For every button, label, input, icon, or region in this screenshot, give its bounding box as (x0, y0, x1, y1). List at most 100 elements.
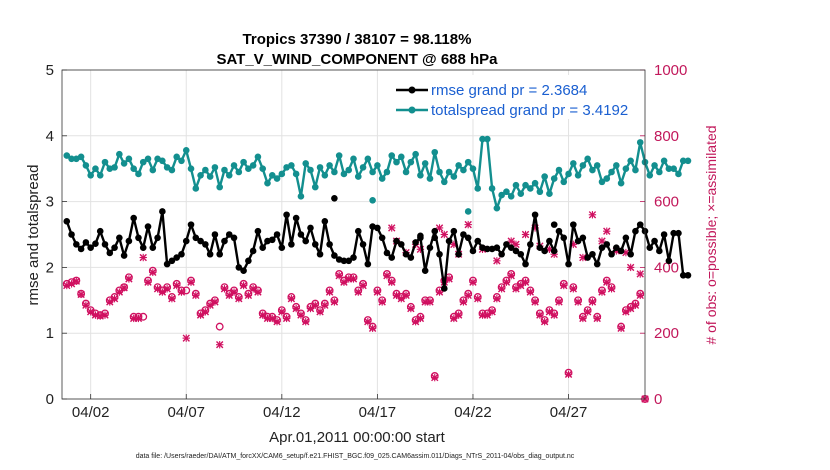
y-axis-label-right: # of obs: o=possible; ×=assimilated (703, 125, 719, 344)
series-point-totalspread (125, 155, 133, 163)
obs-assimilated-marker (536, 311, 544, 319)
y-tick-label-left: 1 (46, 325, 54, 342)
series-point-totalspread (292, 170, 300, 178)
series-point-rmse (498, 250, 505, 258)
series-point-totalspread (679, 157, 687, 165)
series-point-rmse (259, 244, 267, 251)
series-point-totalspread (622, 165, 630, 172)
obs-assimilated-marker (521, 278, 530, 286)
obs-assimilated-marker (206, 301, 214, 309)
obs-assimilated-marker (86, 308, 95, 316)
series-point-totalspread (522, 181, 529, 189)
series-point-rmse (632, 227, 639, 235)
obs-assimilated-marker (278, 308, 286, 316)
obs-assimilated-marker (631, 301, 640, 309)
series-point-rmse (144, 223, 152, 230)
series-point-rmse (431, 234, 439, 242)
series-point-rmse (393, 237, 400, 245)
series-point-totalspread (120, 160, 128, 167)
axes: 04/02 04/07 04/12 04/17 04/22 04/27 0 1 2 3 4 5 0 200… (46, 62, 688, 421)
obs-assimilated-marker (445, 275, 453, 283)
obs-assimilated-marker (526, 288, 535, 296)
obs-assimilated-marker (182, 334, 190, 342)
series-point-rmse (316, 250, 324, 258)
series-point-rmse (120, 252, 128, 259)
obs-assimilated-marker (464, 291, 472, 300)
series-point-rmse (493, 244, 501, 251)
y-tick-label-right: 0 (654, 391, 662, 408)
series-point-rmse (288, 241, 295, 248)
series-point-totalspread (87, 171, 94, 179)
y-tick-label-right: 200 (654, 325, 679, 342)
series-point-totalspread (321, 171, 329, 179)
obs-assimilated-marker (459, 298, 468, 306)
series-point-totalspread (144, 155, 152, 163)
obs-assimilated-marker (359, 281, 367, 290)
obs-assimilated-marker (215, 341, 224, 349)
series-point-rmse (665, 257, 673, 265)
series-point-totalspread (101, 158, 109, 166)
series-point-totalspread (445, 168, 453, 176)
series-point-totalspread (273, 175, 281, 182)
legend-text-totalspread: totalspread grand pr = 3.4192 (431, 102, 628, 119)
obs-assimilated-marker (158, 288, 167, 296)
obs-assimilated-marker (187, 278, 195, 286)
obs-assimilated-marker (603, 278, 611, 286)
series-point-rmse (135, 234, 142, 242)
series-point-rmse (273, 231, 281, 238)
series-point-rmse (230, 234, 238, 242)
series-point-totalspread (474, 185, 482, 192)
obs-assimilated-marker (163, 285, 171, 293)
series-point-rmse (613, 244, 620, 251)
obs-assimilated-marker (392, 291, 401, 300)
obs-assimilated-marker (249, 285, 257, 293)
obs-possible-marker (215, 322, 224, 331)
obs-assimilated-marker (588, 211, 597, 219)
series-point-totalspread (111, 164, 118, 171)
series-point-totalspread (354, 173, 362, 180)
series-point-rmse (407, 254, 415, 261)
obs-assimilated-marker (464, 220, 472, 229)
series-point-rmse (235, 264, 243, 271)
obs-assimilated-marker (579, 314, 587, 323)
obs-assimilated-marker (545, 308, 554, 316)
series-point-rmse (460, 231, 467, 238)
x-tick-label: 04/17 (359, 404, 397, 421)
series-point-rmse (240, 267, 247, 274)
series-point-rmse (173, 254, 180, 261)
obs-assimilated-marker (593, 314, 601, 323)
series-point-rmse (474, 237, 482, 245)
series-point-rmse (388, 254, 396, 261)
series-point-totalspread (584, 155, 591, 163)
obs-assimilated-marker (469, 278, 477, 286)
series-point-totalspread (197, 171, 204, 179)
series-point-rmse (565, 260, 572, 268)
series-point-totalspread (665, 165, 673, 172)
series-point-rmse (464, 234, 472, 242)
obs-assimilated-marker (388, 224, 396, 232)
series-point-totalspread (235, 168, 243, 176)
series-point-rmse (187, 221, 195, 228)
obs-assimilated-marker (598, 288, 606, 296)
obs-assimilated-marker (134, 314, 143, 323)
series-point-totalspread (560, 178, 568, 186)
obs-assimilated-marker (340, 278, 348, 286)
series-point-totalspread (593, 162, 601, 169)
series-point-totalspread (297, 193, 305, 200)
series-point-totalspread (479, 135, 486, 143)
series-point-rmse (656, 247, 663, 255)
series-point-rmse (292, 214, 300, 222)
series-point-rmse (636, 221, 644, 228)
y-tick-label-left: 2 (46, 259, 54, 276)
series-point-rmse (345, 257, 353, 265)
obs-assimilated-marker (77, 290, 85, 299)
series-point-rmse (503, 241, 510, 248)
obs-assimilated-marker (282, 314, 291, 323)
series-point-rmse (679, 271, 687, 279)
obs-assimilated-marker (225, 291, 233, 300)
obs-assimilated-marker (259, 311, 267, 319)
series-point-rmse (527, 241, 534, 248)
legend-box (394, 75, 639, 119)
series-point-totalspread (288, 162, 295, 169)
series-point-rmse (550, 221, 558, 228)
